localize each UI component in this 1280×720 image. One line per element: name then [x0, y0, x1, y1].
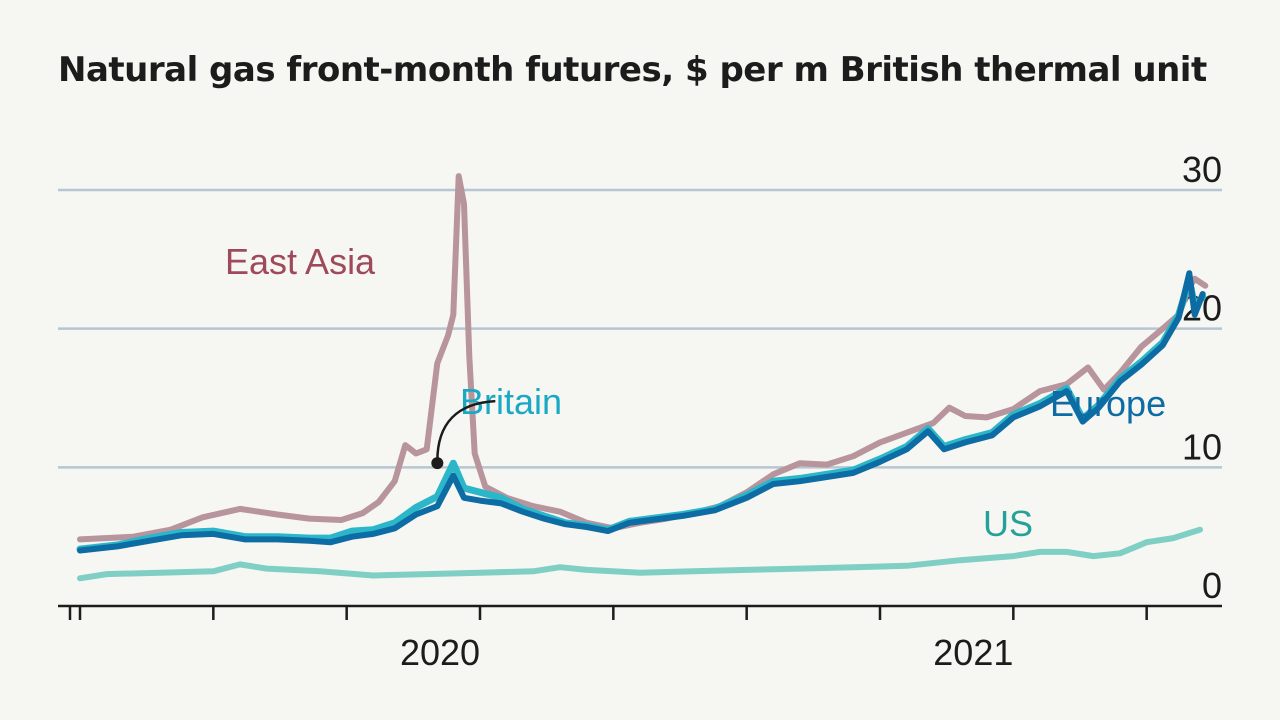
x-tick-label: 2020 — [400, 632, 480, 673]
series-label-east-asia: East Asia — [225, 241, 376, 282]
series-line-us — [77, 526, 1203, 582]
series-lines — [76, 173, 1209, 582]
y-tick-label: 30 — [1182, 149, 1222, 190]
series-line-europe — [77, 270, 1206, 554]
series-label-europe: Europe — [1050, 383, 1166, 424]
labels: East Asia Britain Europe US — [225, 241, 1166, 544]
y-tick-label: 0 — [1202, 565, 1222, 606]
series-line-east-asia — [77, 173, 1209, 543]
x-axis: 2020 2021 — [58, 604, 1222, 673]
annotation-dot — [431, 457, 444, 470]
series-label-us: US — [983, 503, 1033, 544]
series-label-britain: Britain — [460, 381, 562, 422]
annotation-leader-line — [436, 399, 496, 462]
x-tick-label: 2021 — [933, 632, 1013, 673]
chart-title: Natural gas front-month futures, $ per m… — [58, 50, 1207, 90]
y-tick-label: 10 — [1182, 426, 1222, 467]
